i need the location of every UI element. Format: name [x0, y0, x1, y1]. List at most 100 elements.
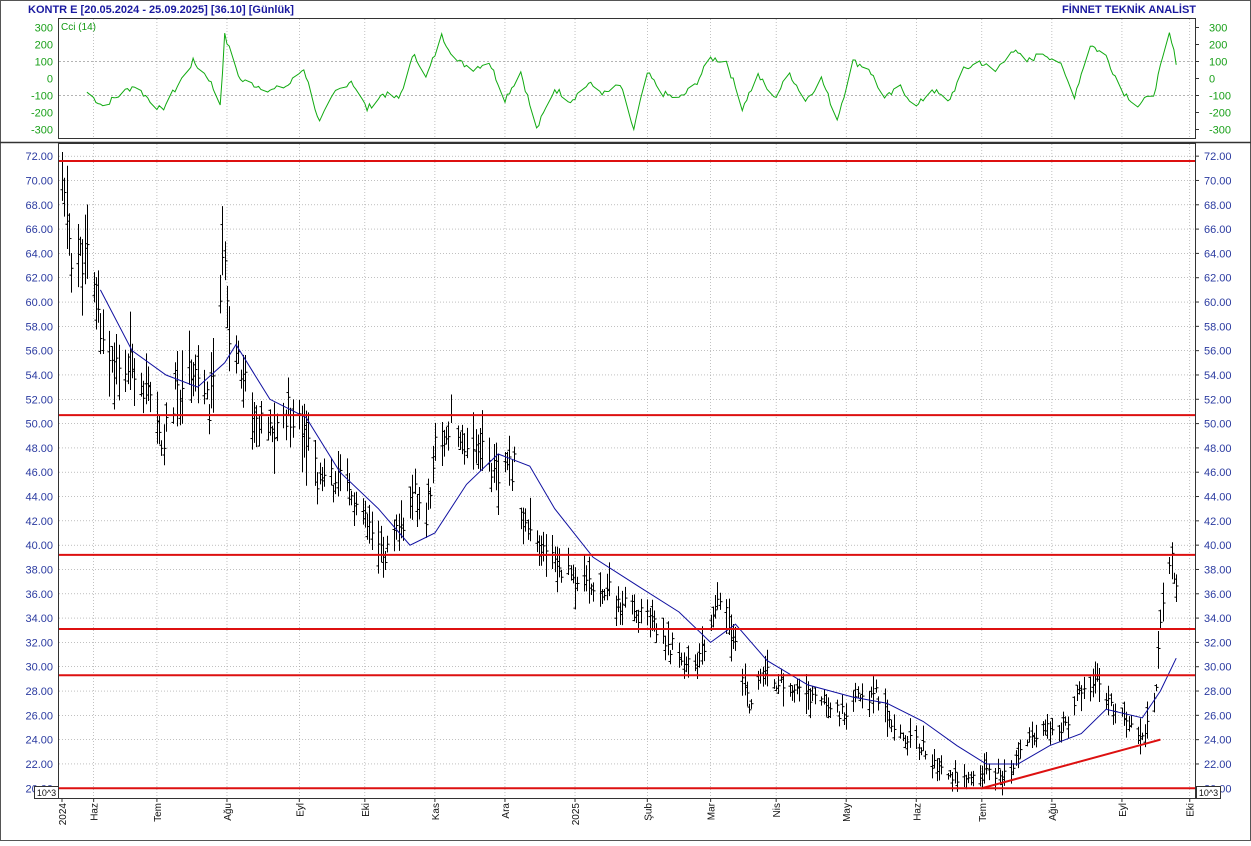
ohlc-bar: [496, 453, 501, 515]
price-tick-label: 62.00: [1204, 273, 1232, 285]
ohlc-bar: [202, 369, 207, 405]
ohlc-bar: [939, 755, 944, 775]
ohlc-bar: [835, 699, 840, 713]
unit-badge-left: 10^3: [37, 788, 56, 798]
x-tick-label: Ağu: [223, 803, 234, 821]
price-tick-label: 46.00: [1204, 467, 1232, 479]
ohlc-bar: [159, 440, 164, 456]
price-tick-label: 58.00: [25, 321, 53, 333]
price-tick-label: 48.00: [1204, 443, 1232, 455]
price-tick-label: 72.00: [1204, 151, 1232, 163]
ohlc-bar: [313, 440, 318, 486]
ohlc-bar: [157, 414, 162, 445]
ohlc-bar: [433, 422, 438, 461]
ohlc-bar: [462, 433, 467, 465]
ohlc-bar: [587, 556, 592, 604]
ohlc-bar: [218, 274, 223, 314]
ohlc-bar: [164, 402, 169, 432]
price-tick-label: 46.00: [25, 467, 53, 479]
ohlc-bar: [668, 650, 673, 665]
ohlc-bar: [180, 350, 185, 424]
ohlc-bar: [697, 643, 702, 668]
ohlc-bar: [889, 719, 894, 733]
ohlc-bar: [797, 678, 802, 702]
ohlc-bar: [566, 547, 571, 576]
cci-tick-label: 300: [35, 23, 53, 35]
price-tick-label: 66.00: [25, 224, 53, 236]
ohlc-bar: [193, 354, 198, 392]
x-tick-label: Ağu: [1048, 803, 1059, 821]
cci-tick-label: 0: [47, 74, 53, 86]
ohlc-bar: [905, 735, 910, 756]
price-tick-label: 34.00: [1204, 613, 1232, 625]
ohlc-bar: [1174, 574, 1179, 602]
ohlc-bar: [971, 770, 976, 787]
cci-tick-label: -100: [1209, 91, 1231, 103]
ohlc-bar: [107, 330, 112, 397]
ohlc-bar: [932, 749, 937, 769]
price-tick-label: 58.00: [1204, 321, 1232, 333]
x-tick-label: Eki: [361, 803, 372, 817]
ohlc-bar: [132, 358, 137, 406]
ohlc-bar: [670, 632, 675, 650]
price-tick-label: 32.00: [1204, 637, 1232, 649]
ohlc-bar: [223, 241, 228, 281]
price-tick-label: 28.00: [1204, 686, 1232, 698]
ohlc-bar: [489, 462, 494, 493]
ohlc-bar: [749, 699, 754, 709]
cci-ticks-left: 300 200 100 0 -100 -200 -300: [31, 23, 53, 137]
moving-average-line: [99, 289, 1177, 765]
ohlc-bar: [867, 691, 872, 717]
ohlc-bar: [410, 474, 415, 520]
price-tick-label: 64.00: [1204, 248, 1232, 260]
price-bars: [60, 151, 1179, 796]
x-tick-label: 2025: [571, 803, 582, 826]
ohlc-bar: [996, 758, 1001, 774]
cci-label: Cci (14): [61, 22, 96, 33]
price-tick-label: 52.00: [25, 394, 53, 406]
price-tick-label: 60.00: [1204, 297, 1232, 309]
ohlc-bar: [523, 508, 528, 532]
price-panel: [58, 143, 1196, 799]
ohlc-bar: [349, 490, 354, 506]
ohlc-bar: [623, 586, 628, 608]
ohlc-bar: [765, 649, 770, 687]
ohlc-bar: [306, 412, 311, 451]
price-tick-label: 28.00: [25, 686, 53, 698]
ohlc-bar: [740, 668, 745, 696]
price-tick-label: 68.00: [1204, 200, 1232, 212]
price-tick-label: 36.00: [25, 589, 53, 601]
ohlc-bar: [175, 351, 180, 427]
ohlc-bar: [616, 586, 621, 613]
cci-tick-label: -100: [31, 91, 53, 103]
price-tick-label: 48.00: [25, 443, 53, 455]
unit-badge-left-box: [34, 786, 59, 799]
x-tick-label: Haz: [90, 803, 101, 821]
cci-tick-label: 100: [1209, 57, 1227, 69]
x-axis: 2024 Haz Tem Ağu Eyl Eki Kas Ara 2025 Şub Mar Nis Ma…: [58, 798, 1197, 825]
price-tick-label: 70.00: [25, 175, 53, 187]
price-tick-label: 70.00: [1204, 175, 1232, 187]
ohlc-bar: [254, 405, 259, 448]
ohlc-bar: [1018, 739, 1023, 759]
ohlc-bar: [747, 703, 752, 714]
ohlc-bar: [376, 520, 381, 574]
ohlc-bar: [871, 676, 876, 714]
ohlc-bar: [1097, 668, 1102, 703]
ohlc-bar: [471, 412, 476, 470]
x-tick-label: Kas: [431, 803, 442, 820]
cci-grid: [59, 19, 1195, 138]
price-tick-label: 26.00: [25, 710, 53, 722]
ohlc-bar: [953, 760, 958, 784]
ohlc-bar: [114, 333, 119, 385]
ohlc-bar: [101, 309, 106, 354]
ohlc-bar: [148, 381, 153, 413]
ohlc-bar: [268, 409, 273, 436]
ohlc-bar: [914, 725, 919, 750]
ohlc-bar: [1088, 676, 1093, 702]
ohlc-bar: [645, 599, 650, 626]
x-tick-label: Eyl: [1118, 803, 1129, 817]
x-tick-label: May: [842, 803, 853, 822]
price-tick-label: 56.00: [25, 346, 53, 358]
